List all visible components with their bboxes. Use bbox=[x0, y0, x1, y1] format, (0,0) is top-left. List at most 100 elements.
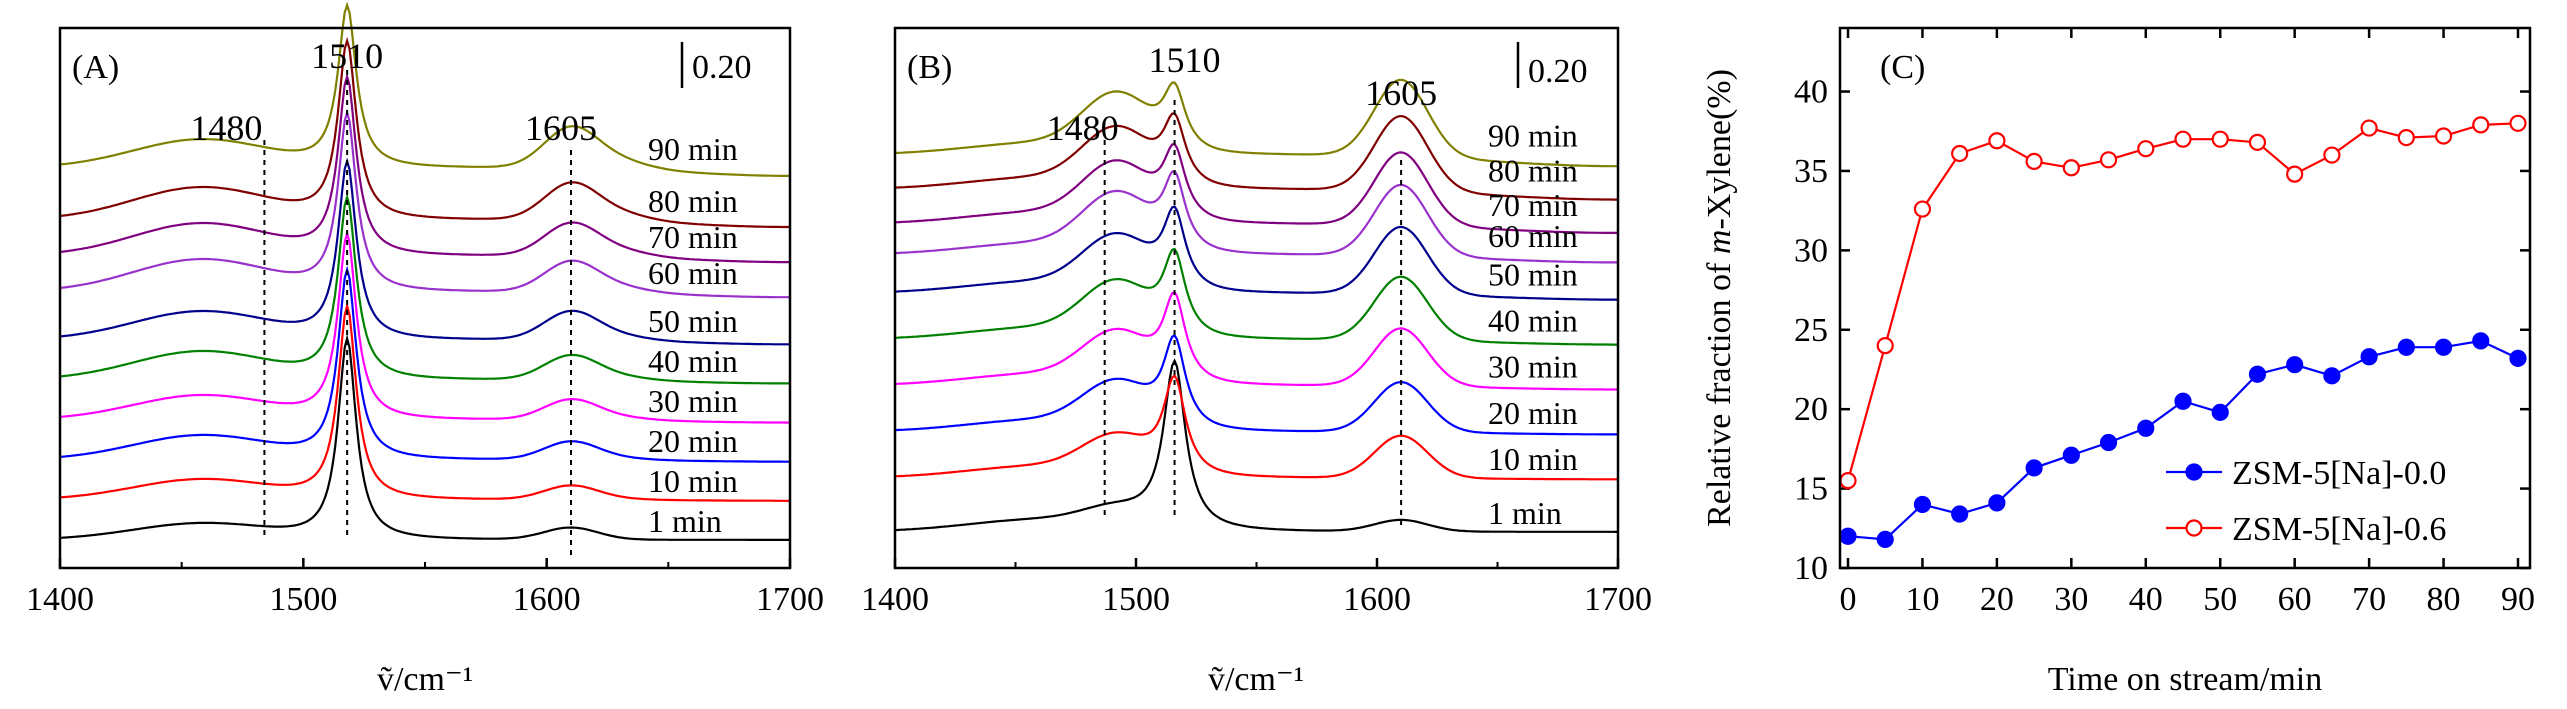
panel-a-series-label: 40 min bbox=[648, 343, 738, 379]
panel-c-point bbox=[1913, 200, 1932, 218]
panel-c-xtick-label: 0 bbox=[1840, 581, 1857, 618]
panel-c-point bbox=[1951, 144, 1969, 163]
panel-c-point bbox=[2137, 419, 2155, 437]
panel-a-series-10-min bbox=[59, 301, 790, 502]
panel-c-xlabel: Time on stream/min bbox=[2048, 661, 2323, 698]
panel-c-frame bbox=[1838, 26, 2532, 570]
panel-c-legend: ZSM-5[Na]-0.0 ZSM-5[Na]-0.6 bbox=[2166, 455, 2446, 548]
panel-c-point bbox=[2062, 159, 2080, 177]
panel-b-series-label: 10 min bbox=[1488, 441, 1578, 477]
panel-c-point bbox=[2286, 356, 2304, 374]
panel-c-point bbox=[2174, 392, 2192, 410]
panel-c-point bbox=[2062, 446, 2080, 464]
panel-b-series-label: 20 min bbox=[1488, 395, 1578, 431]
panel-c-ytick-label: 15 bbox=[1794, 471, 1828, 508]
panel-a-band-label: 1480 bbox=[190, 108, 262, 148]
panel-a-xlabel: ṽ/cm⁻¹ bbox=[377, 661, 473, 698]
panel-a-xtick-label: 1400 bbox=[26, 581, 94, 618]
panel-a-series-50-min bbox=[59, 157, 790, 346]
panel-c-ytick-label: 35 bbox=[1794, 153, 1828, 190]
panel-c-point bbox=[2323, 146, 2341, 164]
panel-c-ylabel-suffix: -Xylene(%) bbox=[1701, 69, 1738, 229]
panel-c-xtick-label: 30 bbox=[2054, 581, 2088, 618]
panel-c-point bbox=[2099, 433, 2118, 452]
panel-c-point bbox=[2174, 130, 2192, 148]
panel-b-series-80-min bbox=[894, 112, 1618, 201]
panel-c-point bbox=[1988, 494, 2006, 512]
panel-a-dashed-lines bbox=[263, 70, 572, 560]
panel-c-point bbox=[2397, 338, 2415, 356]
panel-c-ytick-label: 40 bbox=[1794, 74, 1828, 111]
panel-b-xlabel: ṽ/cm⁻¹ bbox=[1208, 661, 1304, 698]
panel-b-dashed-lines bbox=[1103, 100, 1403, 525]
panel-c-point bbox=[1876, 530, 1894, 549]
panel-c-point bbox=[1913, 495, 1932, 514]
panel-c-series-group bbox=[1839, 114, 2527, 549]
panel-a-xtick-label: 1700 bbox=[756, 581, 824, 618]
panel-c-ylabel-prefix: Relative fraction of bbox=[1701, 254, 1738, 527]
panel-b-xtick-label: 1700 bbox=[1584, 581, 1652, 618]
panel-c-xtick-label: 10 bbox=[1905, 581, 1939, 618]
panel-b-band-label: 1510 bbox=[1149, 40, 1221, 80]
panel-b-series-label: 70 min bbox=[1488, 187, 1578, 223]
panel-a-series-label: 60 min bbox=[648, 255, 738, 291]
panel-a-frame bbox=[58, 26, 792, 570]
panel-b-band-label: 1480 bbox=[1047, 108, 1119, 148]
panel-b-series-label: 90 min bbox=[1488, 118, 1578, 154]
panel-a-series-70-min bbox=[59, 72, 790, 264]
panel-c-point bbox=[2211, 130, 2229, 148]
panel-c-ylabel: Relative fraction of m-Xylene(%) bbox=[1701, 69, 1738, 527]
panel-c-point bbox=[2472, 332, 2490, 350]
panel-a-series-20-min bbox=[59, 265, 790, 463]
panel-c-yticks: 10 15 20 25 30 35 40 bbox=[1794, 74, 2530, 587]
panel-b-series-label: 40 min bbox=[1488, 303, 1578, 339]
panel-b-xtick-label: 1600 bbox=[1343, 581, 1411, 618]
panel-c-point bbox=[2248, 365, 2267, 383]
panel-a-series-60-min bbox=[59, 108, 790, 299]
panel-b-series-label: 1 min bbox=[1488, 495, 1562, 531]
panel-c-xtick-label: 40 bbox=[2129, 581, 2163, 618]
panel-a-series-label: 30 min bbox=[648, 383, 738, 419]
panel-a-series-label: 10 min bbox=[648, 463, 738, 499]
panel-a-xtick-label: 1500 bbox=[269, 581, 337, 618]
panel-c-label: (C) bbox=[1880, 49, 1925, 86]
panel-c-point bbox=[2360, 119, 2378, 137]
panel-b-xtick-label: 1400 bbox=[861, 581, 929, 618]
panel-b-series-70-min bbox=[894, 142, 1618, 234]
panel-a-xticks: 1400 1500 1600 1700 bbox=[26, 558, 824, 618]
panel-a-series-label: 80 min bbox=[648, 183, 738, 219]
panel-a-series-1-min bbox=[59, 334, 790, 542]
panel-b-series-group bbox=[894, 78, 1619, 534]
panel-c-point bbox=[2509, 114, 2527, 132]
panel-b-label: (B) bbox=[907, 49, 952, 86]
panel-b-series-1-min bbox=[894, 358, 1618, 534]
panel-a-band-label: 1510 bbox=[311, 36, 383, 76]
panel-b-series-30-min bbox=[894, 290, 1618, 391]
panel-c-point bbox=[2509, 349, 2527, 367]
panel-a-series-label: 50 min bbox=[648, 303, 738, 339]
panel-c-point bbox=[1988, 132, 2006, 150]
panel-a-series-group bbox=[59, 1, 790, 542]
panel-c-ytick-label: 30 bbox=[1794, 232, 1828, 269]
panel-c-point bbox=[2434, 127, 2453, 145]
panel-a-series-label: 70 min bbox=[648, 219, 738, 255]
panel-c-ytick-label: 25 bbox=[1794, 312, 1828, 349]
panel-c-point bbox=[2248, 133, 2267, 151]
panel-b-scale-bar: 0.20 bbox=[1516, 42, 1588, 90]
panel-c-legend-marker bbox=[2185, 463, 2203, 481]
panel-b-series-label: 60 min bbox=[1488, 218, 1578, 254]
panel-c-point bbox=[1839, 472, 1857, 490]
panel-c-legend-label: ZSM-5[Na]-0.0 bbox=[2232, 455, 2446, 492]
panel-a: 1480 1510 1605 1 min 10 min 20 min 30 min 40 m… bbox=[26, 1, 824, 698]
panel-a-series-labels: 1 min 10 min 20 min 30 min 40 min 50 min 60 mi… bbox=[648, 131, 738, 539]
panel-a-band-label: 1605 bbox=[525, 108, 597, 148]
panel-c-point bbox=[2434, 338, 2453, 356]
panel-b-series-40-min bbox=[894, 247, 1618, 346]
panel-b-series-label: 50 min bbox=[1488, 256, 1578, 292]
panel-b-scale-bar-label: 0.20 bbox=[1528, 53, 1588, 90]
panel-a-series-90-min bbox=[59, 1, 790, 177]
panel-a-series-label: 20 min bbox=[648, 423, 738, 459]
panel-c-legend-label: ZSM-5[Na]-0.6 bbox=[2232, 511, 2446, 548]
